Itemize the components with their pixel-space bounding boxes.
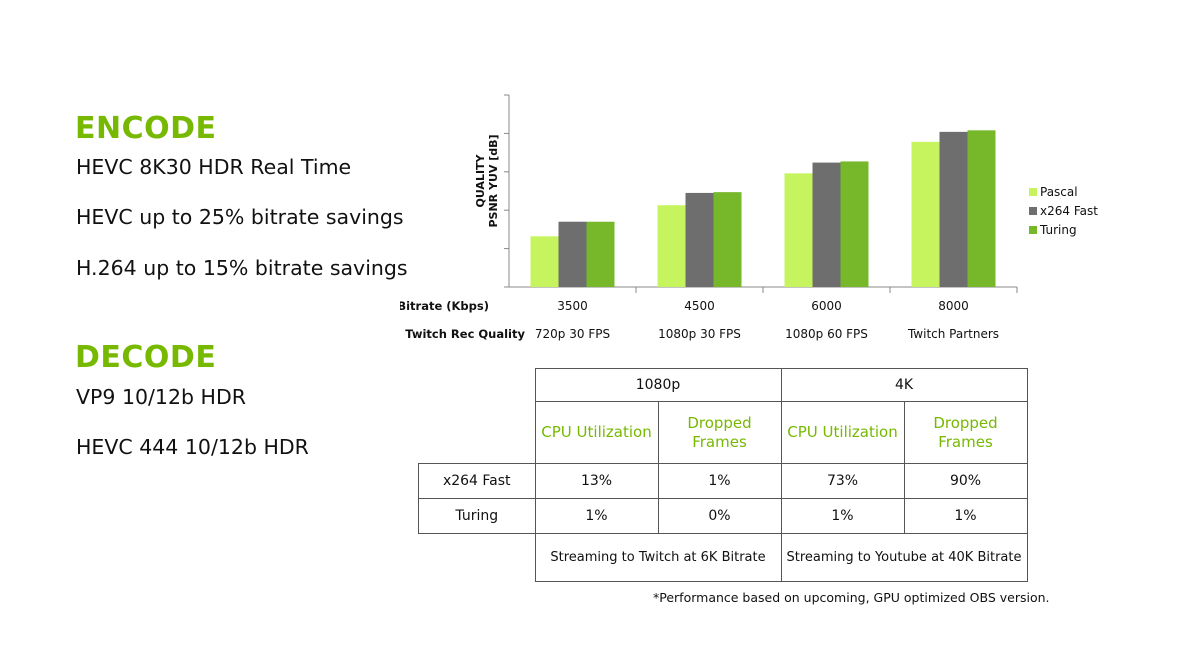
- x-tick-label: 4500: [684, 299, 715, 313]
- group-header-4k: 4K: [780, 368, 1028, 402]
- bar-turing: [967, 130, 996, 287]
- table-cell: 1%: [657, 463, 782, 499]
- x-subcategory-label: 1080p 60 FPS: [785, 327, 868, 341]
- table-corner: [419, 534, 536, 582]
- x-tick-label: 3500: [557, 299, 588, 313]
- bar-turing: [840, 161, 869, 287]
- table-cell: 90%: [903, 463, 1028, 499]
- decode-item: VP9 10/12b HDR: [76, 385, 246, 409]
- bar-turing: [586, 221, 615, 287]
- bar-pascal: [530, 236, 559, 287]
- table-row: Turing 1% 0% 1% 1%: [418, 498, 1028, 534]
- group-header-1080p: 1080p: [534, 368, 782, 402]
- y-axis-label-line: PSNR YUV [dB]: [487, 134, 500, 227]
- bar-x264-fast: [685, 192, 714, 287]
- subheader-cpu-utilization: CPU Utilization: [534, 401, 659, 464]
- table-cell: 1%: [534, 498, 659, 534]
- encode-item: H.264 up to 15% bitrate savings: [76, 256, 408, 280]
- quality-bar-chart: QUALITYPSNR YUV [dB] 3500 720p 30 FPS 4500 1…: [400, 94, 1098, 341]
- encode-item: HEVC 8K30 HDR Real Time: [76, 155, 352, 179]
- x-tick-label: 6000: [811, 299, 842, 313]
- bar-x264-fast: [812, 162, 841, 287]
- x-subcategory-label: Twitch Partners: [907, 327, 999, 341]
- y-axis-label: QUALITYPSNR YUV [dB]: [474, 134, 500, 227]
- encode-heading: ENCODE: [75, 111, 217, 146]
- bar-pascal: [784, 173, 813, 287]
- legend-label: Pascal: [1040, 185, 1078, 199]
- x-subcategory-label: 1080p 30 FPS: [658, 327, 741, 341]
- footer-youtube: Streaming to Youtube at 40K Bitrate: [780, 533, 1028, 582]
- table-cell: 0%: [657, 498, 782, 534]
- legend-label: Turing: [1039, 223, 1077, 237]
- bar-x264-fast: [558, 221, 587, 287]
- table-cell: 1%: [780, 498, 905, 534]
- subheader-cpu-utilization: CPU Utilization: [780, 401, 905, 464]
- performance-table: 1080p 4K CPU Utilization Dropped Frames …: [418, 368, 1028, 582]
- row-label-bitrate: Bitrate (Kbps): [400, 299, 489, 313]
- bar-pascal: [911, 141, 940, 287]
- x-subcategory-label: 720p 30 FPS: [535, 327, 610, 341]
- footer-twitch: Streaming to Twitch at 6K Bitrate: [534, 533, 782, 582]
- row-label-twitch-quality: Twitch Rec Quality: [405, 327, 525, 341]
- bar-pascal: [657, 205, 686, 287]
- subheader-dropped-frames: Dropped Frames: [657, 401, 782, 464]
- footnote: *Performance based on upcoming, GPU opti…: [653, 590, 1050, 605]
- legend-swatch: [1029, 207, 1037, 215]
- table-cell: 73%: [780, 463, 905, 499]
- row-label: Turing: [418, 498, 536, 534]
- row-label: x264 Fast: [418, 463, 536, 499]
- subheader-dropped-frames: Dropped Frames: [903, 401, 1028, 464]
- bar-x264-fast: [939, 131, 968, 287]
- encode-item: HEVC up to 25% bitrate savings: [76, 205, 404, 229]
- table-row: x264 Fast 13% 1% 73% 90%: [418, 463, 1028, 499]
- legend-label: x264 Fast: [1040, 204, 1098, 218]
- table-cell: 13%: [534, 463, 659, 499]
- y-axis-label-line: QUALITY: [474, 153, 487, 207]
- x-tick-label: 8000: [938, 299, 969, 313]
- decode-item: HEVC 444 10/12b HDR: [76, 435, 309, 459]
- legend-swatch: [1029, 226, 1037, 234]
- decode-heading: DECODE: [75, 340, 217, 375]
- legend-swatch: [1029, 188, 1037, 196]
- table-corner: [419, 402, 536, 464]
- bar-turing: [713, 192, 742, 287]
- table-corner: [419, 369, 536, 402]
- table-cell: 1%: [903, 498, 1028, 534]
